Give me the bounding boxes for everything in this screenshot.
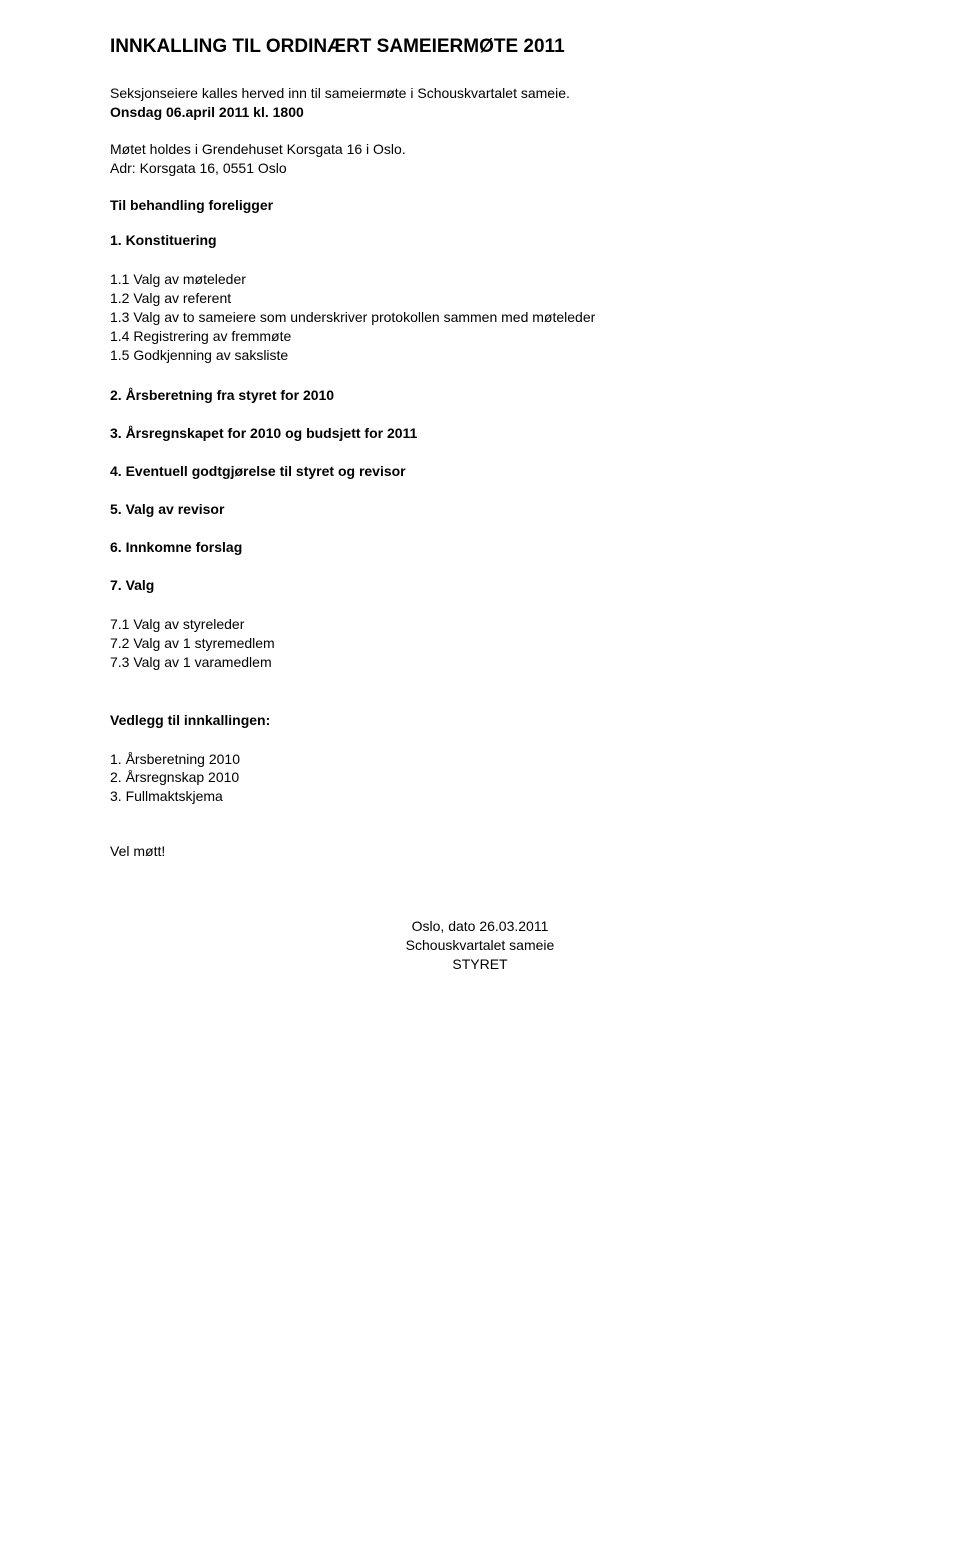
section-1-item: 1.5 Godkjenning av saksliste <box>110 346 850 365</box>
section-1-item: 1.4 Registrering av fremmøte <box>110 327 850 346</box>
intro-line-1: Seksjonseiere kalles herved inn til same… <box>110 84 850 103</box>
section-1-item: 1.3 Valg av to sameiere som underskriver… <box>110 308 850 327</box>
footer-date: Oslo, dato 26.03.2011 <box>110 917 850 936</box>
intro-address: Adr: Korsgata 16, 0551 Oslo <box>110 159 850 178</box>
attachments-item: 1. Årsberetning 2010 <box>110 750 850 769</box>
attachments-item: 3. Fullmaktskjema <box>110 787 850 806</box>
section-7-heading: 7. Valg <box>110 577 850 593</box>
attachments-items: 1. Årsberetning 2010 2. Årsregnskap 2010… <box>110 750 850 807</box>
attachments-item: 2. Årsregnskap 2010 <box>110 768 850 787</box>
pre-heading: Til behandling foreligger <box>110 196 850 215</box>
section-4-heading: 4. Eventuell godtgjørelse til styret og … <box>110 463 850 479</box>
document-title: INNKALLING TIL ORDINÆRT SAMEIERMØTE 2011 <box>110 36 850 58</box>
section-6-heading: 6. Innkomne forslag <box>110 539 850 555</box>
section-3-heading: 3. Årsregnskapet for 2010 og budsjett fo… <box>110 425 850 441</box>
intro-location: Møtet holdes i Grendehuset Korsgata 16 i… <box>110 140 850 159</box>
section-7-item: 7.2 Valg av 1 styremedlem <box>110 634 850 653</box>
section-2-heading: 2. Årsberetning fra styret for 2010 <box>110 387 850 403</box>
section-1-item: 1.1 Valg av møteleder <box>110 270 850 289</box>
section-1-item: 1.2 Valg av referent <box>110 289 850 308</box>
attachments-heading: Vedlegg til innkallingen: <box>110 712 850 728</box>
footer-block: Oslo, dato 26.03.2011 Schouskvartalet sa… <box>110 917 850 974</box>
footer-org: Schouskvartalet sameie <box>110 936 850 955</box>
section-7-item: 7.1 Valg av styreleder <box>110 615 850 634</box>
section-7-item: 7.3 Valg av 1 varamedlem <box>110 653 850 672</box>
footer-signatory: STYRET <box>110 955 850 974</box>
closing: Vel møtt! <box>110 842 850 861</box>
section-7-items: 7.1 Valg av styreleder 7.2 Valg av 1 sty… <box>110 615 850 672</box>
section-1-heading: 1. Konstituering <box>110 232 850 248</box>
section-1-items: 1.1 Valg av møteleder 1.2 Valg av refere… <box>110 270 850 364</box>
intro-date-time: Onsdag 06.april 2011 kl. 1800 <box>110 103 850 122</box>
section-5-heading: 5. Valg av revisor <box>110 501 850 517</box>
